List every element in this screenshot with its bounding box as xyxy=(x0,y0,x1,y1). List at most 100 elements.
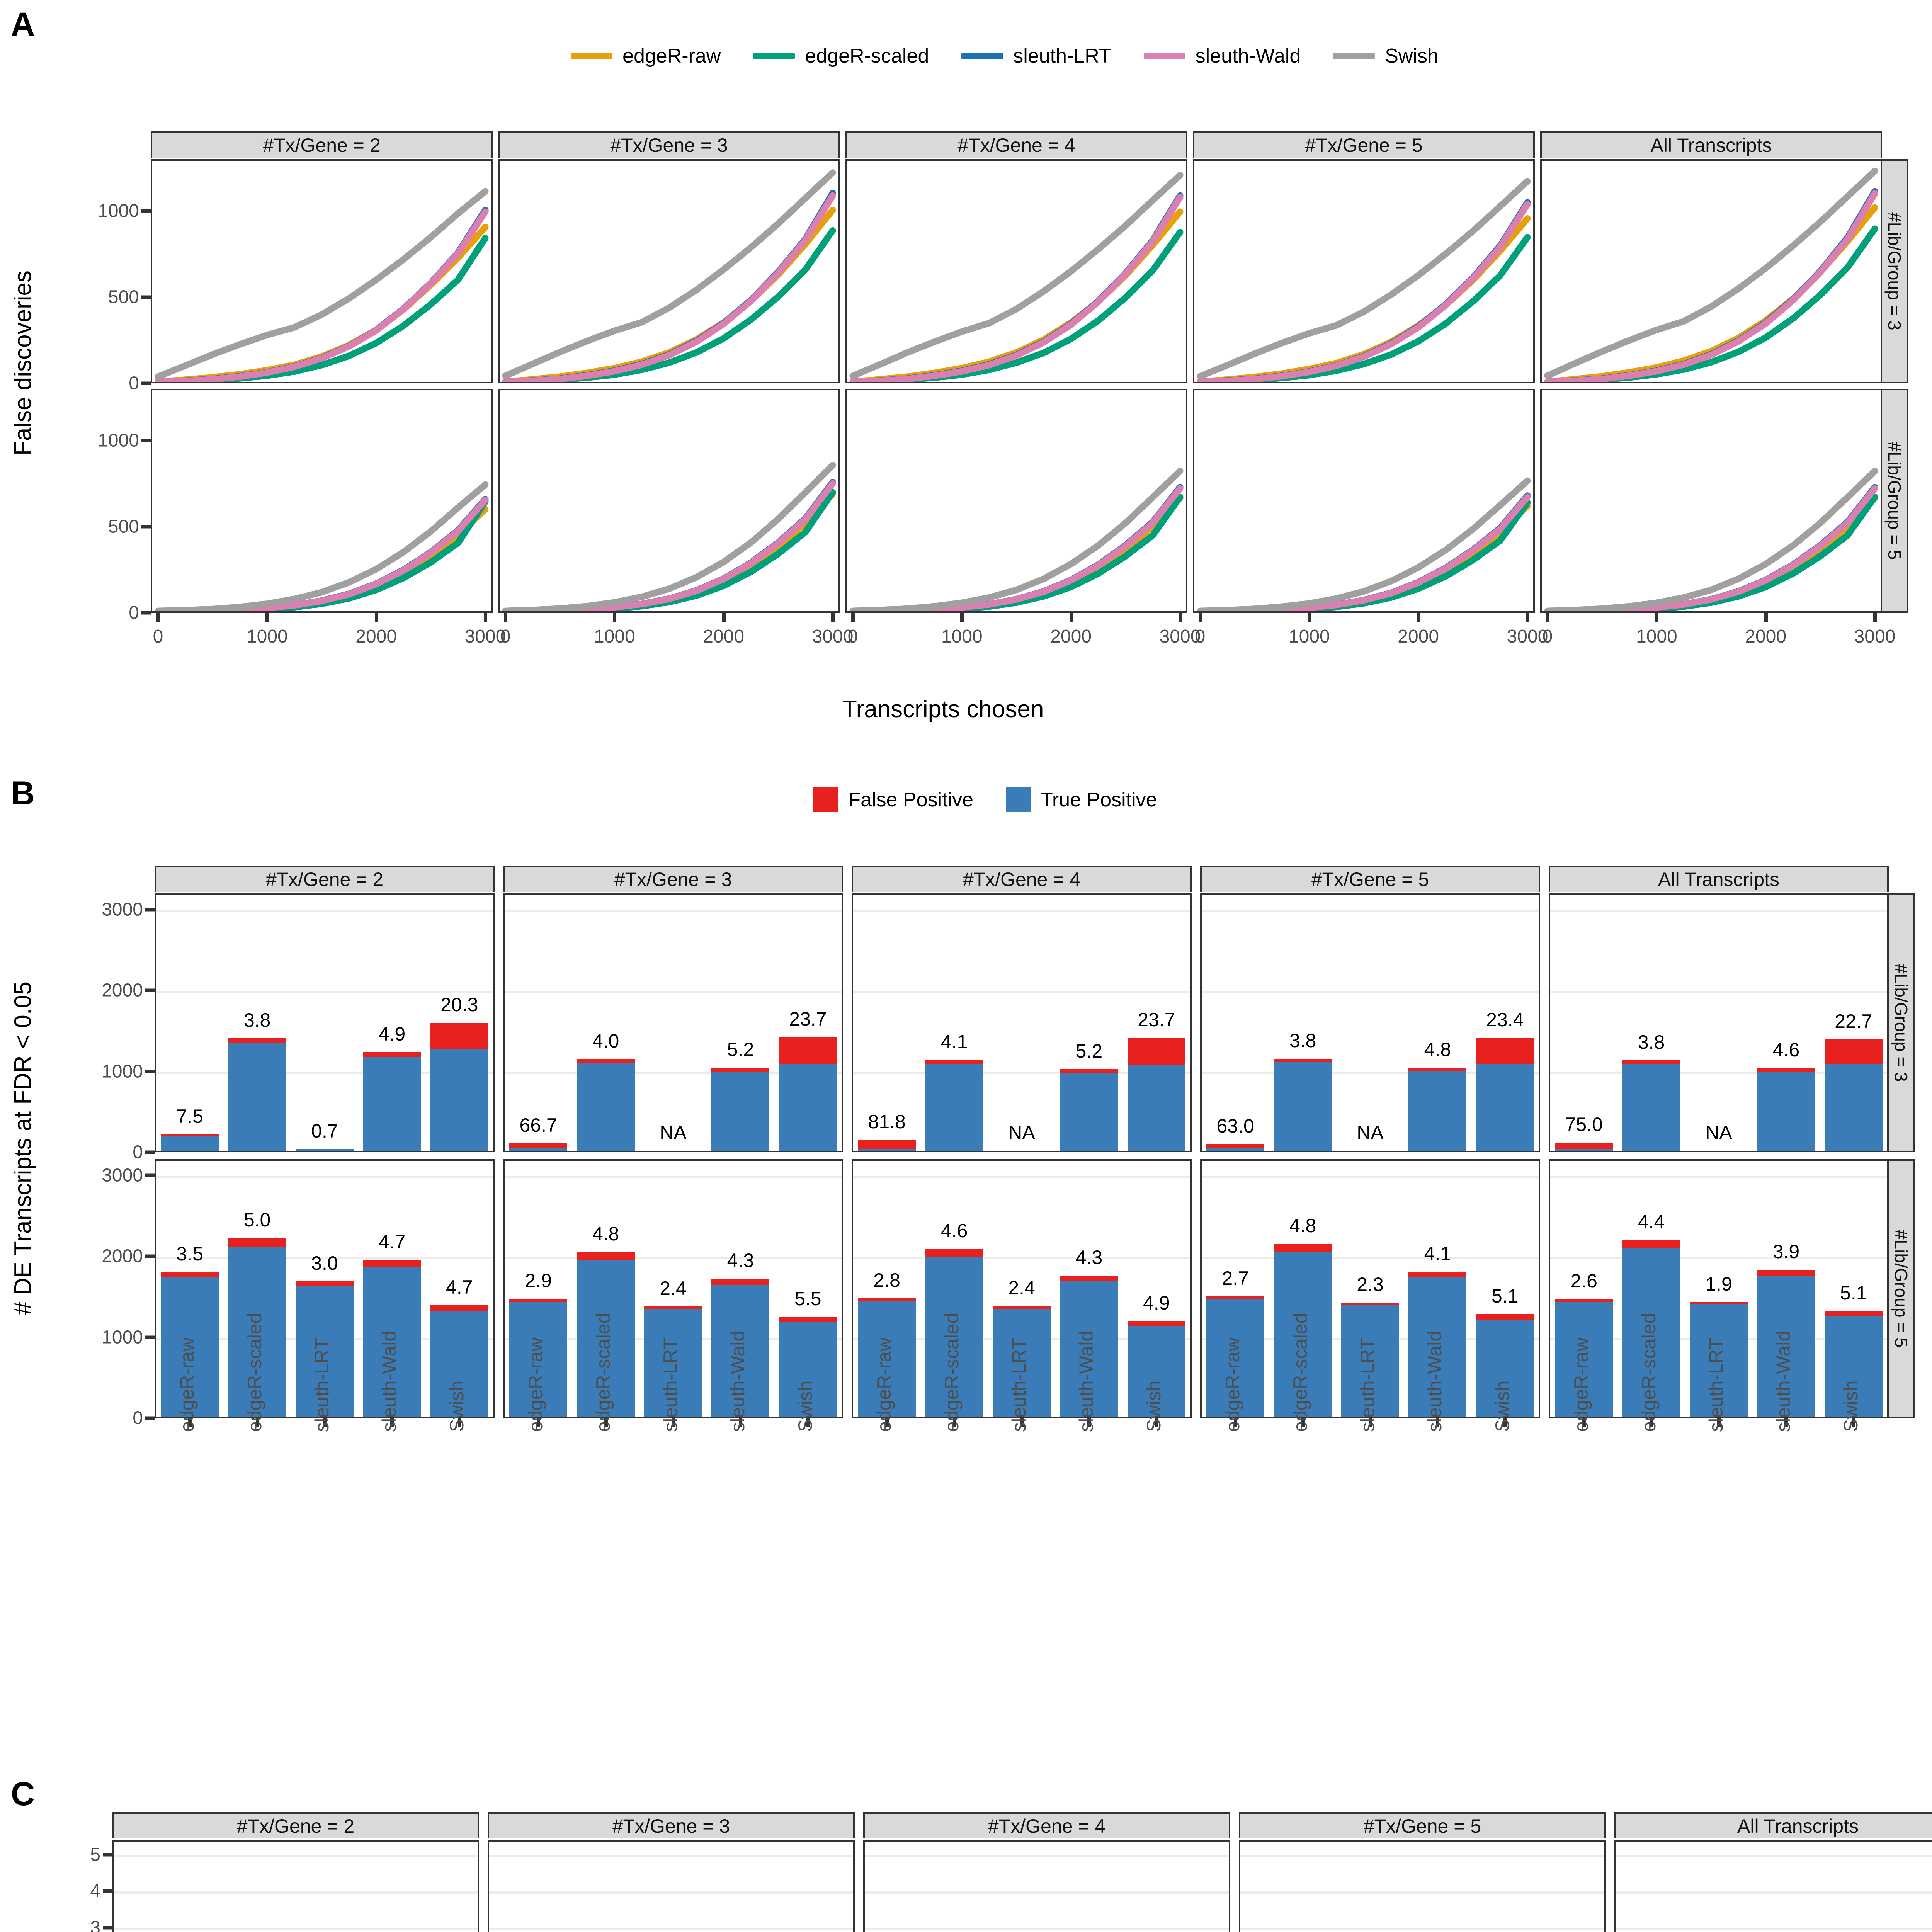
facet-strip-column-label: All Transcripts xyxy=(1658,869,1779,890)
x-axis-tick-label: 1000 xyxy=(246,626,288,647)
x-axis-category-label: sleuth-Wald xyxy=(1075,1330,1097,1432)
bar-value-label: 5.2 xyxy=(727,1038,754,1060)
legend-label: edgeR-scaled xyxy=(805,45,929,67)
bar-true-positive xyxy=(509,1148,568,1151)
bar-true-positive xyxy=(1555,1302,1613,1417)
bar-value-label: 3.8 xyxy=(243,1009,271,1031)
facet-panel xyxy=(1540,389,1882,613)
bar-true-positive xyxy=(161,1135,219,1151)
x-axis-category-label: edgeR-scaled xyxy=(940,1313,963,1432)
line-series-edgeR-scaled xyxy=(1197,499,1531,611)
gridline xyxy=(1202,1071,1539,1074)
y-axis-tick-label: 500 xyxy=(108,287,139,308)
facet-panel xyxy=(1200,1159,1540,1418)
line-chart-canvas xyxy=(155,481,489,611)
bar-false-positive xyxy=(228,1238,286,1247)
y-axis-tick-label: 3000 xyxy=(102,1165,143,1186)
x-axis-category-label: sleuth-LRT xyxy=(1357,1338,1378,1432)
panel-b-y-axis-title: # DE Transcripts at FDR < 0.05 xyxy=(10,981,36,1315)
bar-true-positive xyxy=(228,1043,286,1151)
x-axis-tick-mark xyxy=(1650,1418,1653,1427)
x-axis-tick-mark xyxy=(722,613,726,622)
bar-value-label: 2.3 xyxy=(1357,1273,1384,1295)
x-axis-category-label: sleuth-Wald xyxy=(1424,1330,1446,1432)
x-axis-tick-mark xyxy=(1784,1418,1788,1427)
bar-value-label: 4.3 xyxy=(1075,1246,1103,1268)
x-axis-category-label: sleuth-Wald xyxy=(727,1330,749,1432)
x-axis-category-label: edgeR-raw xyxy=(176,1337,198,1432)
bar-value-label: 75.0 xyxy=(1565,1114,1603,1136)
x-axis-tick-label: 2000 xyxy=(703,626,745,647)
y-axis-tick-mark xyxy=(145,908,155,912)
bar-value-label: 66.7 xyxy=(519,1114,557,1136)
y-axis-tick-label: 2000 xyxy=(102,1246,143,1267)
x-axis-category-label: edgeR-scaled xyxy=(592,1313,614,1432)
gridline xyxy=(1202,991,1539,993)
y-axis-tick-mark xyxy=(103,1853,112,1857)
x-axis-tick-mark xyxy=(255,1418,259,1427)
x-axis-tick-label: 3000 xyxy=(464,626,506,647)
gridline xyxy=(489,1855,853,1857)
line-chart-canvas xyxy=(502,462,836,611)
x-axis-tick-mark xyxy=(851,613,855,622)
facet-strip-column-label: #Tx/Gene = 2 xyxy=(236,1815,355,1837)
bar-false-positive xyxy=(1476,1038,1534,1064)
bar-false-positive xyxy=(1206,1144,1265,1148)
bar-value-label: 2.9 xyxy=(525,1270,552,1292)
y-axis-tick-mark xyxy=(141,611,151,615)
x-axis-category-label: edgeR-raw xyxy=(1222,1337,1244,1432)
facet-panel xyxy=(1193,389,1535,613)
bar-value-label: NA xyxy=(1357,1122,1384,1143)
line-series-Swish xyxy=(502,462,836,611)
bar-true-positive xyxy=(1757,1275,1815,1417)
bar-value-label: 2.4 xyxy=(660,1277,687,1299)
gridline xyxy=(489,1928,853,1930)
facet-strip-column-label: All Transcripts xyxy=(1737,1815,1859,1837)
bar-true-positive xyxy=(644,1309,702,1417)
facet-strip-column-label: #Tx/Gene = 3 xyxy=(612,1815,730,1837)
y-axis-tick-label: 4 xyxy=(90,1881,100,1901)
x-axis-tick-mark xyxy=(885,1418,889,1427)
bar-true-positive xyxy=(1824,1064,1883,1151)
facet-strip-row: #Lib/Group = 5 xyxy=(1889,1159,1915,1418)
bar-true-positive xyxy=(1127,1326,1185,1417)
line-series-sleuth-Wald xyxy=(1197,201,1531,382)
x-axis-category-label: Swish xyxy=(794,1380,816,1432)
x-axis-category-label: edgeR-raw xyxy=(873,1337,895,1432)
x-axis-tick-mark xyxy=(265,613,269,622)
y-axis-tick-label: 1000 xyxy=(102,1061,143,1082)
line-series-Swish xyxy=(849,172,1184,379)
facet-panel xyxy=(498,389,840,613)
bar-value-label: 22.7 xyxy=(1835,1010,1872,1032)
x-axis-category-label: edgeR-scaled xyxy=(243,1313,265,1432)
bar-true-positive xyxy=(711,1072,770,1151)
bar-true-positive xyxy=(1274,1062,1332,1151)
y-axis-tick-label: 0 xyxy=(129,602,139,623)
facet-strip-column-label: #Tx/Gene = 3 xyxy=(610,134,728,156)
bar-false-positive xyxy=(509,1143,568,1148)
bar-value-label: NA xyxy=(1008,1122,1035,1143)
bar-false-positive xyxy=(779,1037,837,1064)
facet-strip-column: #Tx/Gene = 2 xyxy=(112,1812,479,1838)
x-axis-tick-label: 0 xyxy=(153,626,163,647)
y-axis-tick-mark xyxy=(145,1070,155,1073)
y-axis-tick-label: 1000 xyxy=(102,1327,143,1348)
bar-value-label: 3.0 xyxy=(311,1252,338,1274)
line-series-Swish xyxy=(1544,468,1878,611)
y-axis-tick-mark xyxy=(145,1416,155,1420)
facet-panel xyxy=(155,1159,495,1418)
gridline xyxy=(853,991,1190,993)
gridline xyxy=(1616,1928,1932,1930)
gridline xyxy=(865,1891,1229,1894)
facet-panel xyxy=(1200,893,1540,1152)
gridline xyxy=(853,1257,1190,1259)
bar-true-positive xyxy=(1408,1071,1467,1151)
bar-true-positive xyxy=(1622,1064,1680,1151)
bar-value-label: 4.3 xyxy=(727,1250,754,1272)
legend-label: True Positive xyxy=(1041,789,1157,811)
line-chart-canvas xyxy=(1197,178,1531,382)
gridline xyxy=(1550,1257,1887,1259)
bar-false-positive xyxy=(430,1023,488,1049)
gridline xyxy=(505,910,842,912)
panel-a-legend: edgeR-raw edgeR-scaled sleuth-LRT sleuth-Wa… xyxy=(348,43,1662,70)
